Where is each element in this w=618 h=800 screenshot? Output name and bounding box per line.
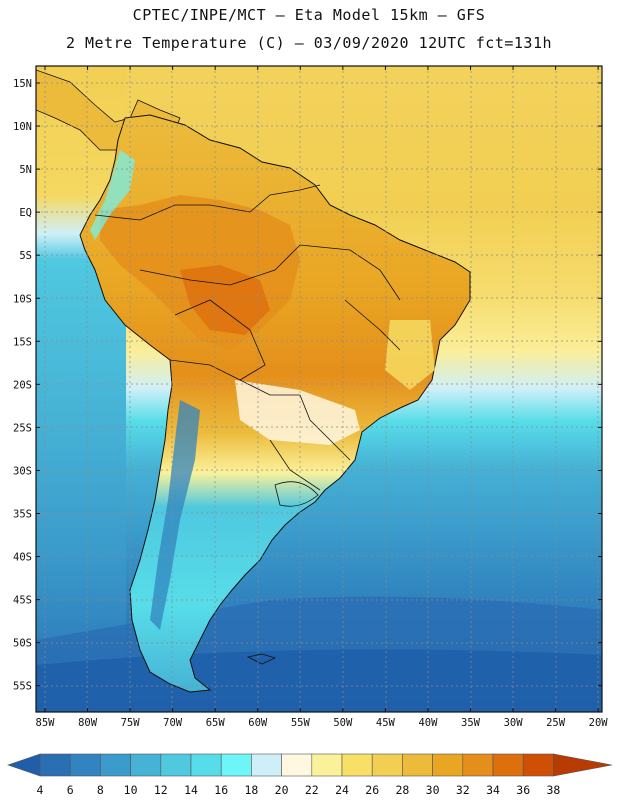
graticule	[36, 66, 602, 712]
latitude-label: 20S	[13, 379, 32, 391]
colorbar-label: 12	[154, 783, 168, 797]
colorbar-swatch	[492, 753, 524, 777]
colorbar-label: 32	[456, 783, 470, 797]
latitude-label: 50S	[13, 638, 32, 650]
colorbar-swatch	[281, 753, 313, 777]
latitude-label: 15S	[13, 336, 32, 348]
longitude-label: 65W	[206, 717, 226, 729]
colorbar-left-arrow	[7, 753, 41, 777]
latitude-label: 10S	[13, 293, 32, 305]
latitude-label: 5S	[19, 250, 32, 262]
colorbar-right-arrow	[553, 753, 613, 777]
longitude-label: 40W	[418, 717, 438, 729]
longitude-label: 25W	[546, 717, 566, 729]
colorbar-swatch	[69, 753, 101, 777]
longitude-label: 50W	[333, 717, 353, 729]
longitude-label: 85W	[36, 717, 56, 729]
colorbar-swatch	[432, 753, 464, 777]
longitude-label: 55W	[291, 717, 311, 729]
colorbar-label: 24	[335, 783, 349, 797]
colorbar-label: 18	[244, 783, 258, 797]
pacific-fill	[36, 66, 126, 712]
colorbar-label: 4	[37, 783, 44, 797]
country-borders	[94, 184, 401, 507]
colorbar-label: 28	[395, 783, 409, 797]
colorbar-label: 38	[546, 783, 560, 797]
colorbar-label: 6	[67, 783, 74, 797]
map-title-line-2: 2 Metre Temperature (C) – 03/09/2020 12U…	[65, 34, 553, 52]
colorbar-label: 22	[305, 783, 319, 797]
latitude-label: 5N	[19, 164, 32, 176]
colorbar-swatch	[160, 753, 192, 777]
longitude-label: 30W	[504, 717, 524, 729]
longitude-axis: 85W 80W 75W 70W 65W 60W 55W 50W 45W 40W 35W 30W 25W 2…	[36, 66, 609, 729]
colorbar-swatch	[39, 753, 71, 777]
colorbar-swatch	[311, 753, 343, 777]
latitude-label: 55S	[13, 681, 32, 693]
colorbar-swatch	[130, 753, 162, 777]
longitude-label: 70W	[163, 717, 183, 729]
longitude-label: 35W	[461, 717, 481, 729]
latitude-label: 40S	[13, 552, 32, 564]
colorbar-label: 8	[97, 783, 104, 797]
colorbar-swatch	[190, 753, 222, 777]
colorbar-label: 20	[275, 783, 289, 797]
longitude-label: 45W	[376, 717, 396, 729]
colorbar-swatch	[341, 753, 373, 777]
colorbar-swatch	[100, 753, 131, 777]
latitude-label: 35S	[13, 509, 32, 521]
colorbar-label: 26	[365, 783, 379, 797]
colorbar-swatch	[462, 753, 494, 777]
colorbar: 4 6 8 10 12 14 16 18 20 22 24 26 28 30 32 34 36 38	[7, 753, 613, 797]
latitude-axis: 15N 10N 5N EQ 5S 10S 15S 20S 25S 30S 35S 40S 45S 50S 5…	[13, 78, 602, 693]
longitude-label: 75W	[121, 717, 141, 729]
latitude-label: 45S	[13, 595, 32, 607]
latitude-label: 25S	[13, 422, 32, 434]
colorbar-label: 14	[184, 783, 198, 797]
colorbar-label: 36	[516, 783, 530, 797]
colorbar-label: 30	[426, 783, 440, 797]
longitude-label: 60W	[248, 717, 268, 729]
latitude-label: 10N	[13, 121, 32, 133]
longitude-label: 80W	[78, 717, 98, 729]
colorbar-swatch	[251, 753, 282, 777]
latitude-label: 15N	[13, 78, 32, 90]
longitude-label: 20W	[589, 717, 609, 729]
map-frame	[35, 65, 603, 713]
latitude-label: 30S	[13, 465, 32, 477]
map-title-line-1: CPTEC/INPE/MCT – Eta Model 15km – GFS	[132, 6, 486, 24]
colorbar-swatch	[522, 753, 554, 777]
colorbar-swatch	[371, 753, 403, 777]
colorbar-swatch	[220, 753, 252, 777]
colorbar-label: 16	[214, 783, 228, 797]
colorbar-label: 10	[124, 783, 138, 797]
colorbar-label: 34	[486, 783, 500, 797]
colorbar-swatch	[402, 753, 433, 777]
map-area	[36, 66, 602, 712]
latitude-label: EQ	[19, 207, 32, 219]
